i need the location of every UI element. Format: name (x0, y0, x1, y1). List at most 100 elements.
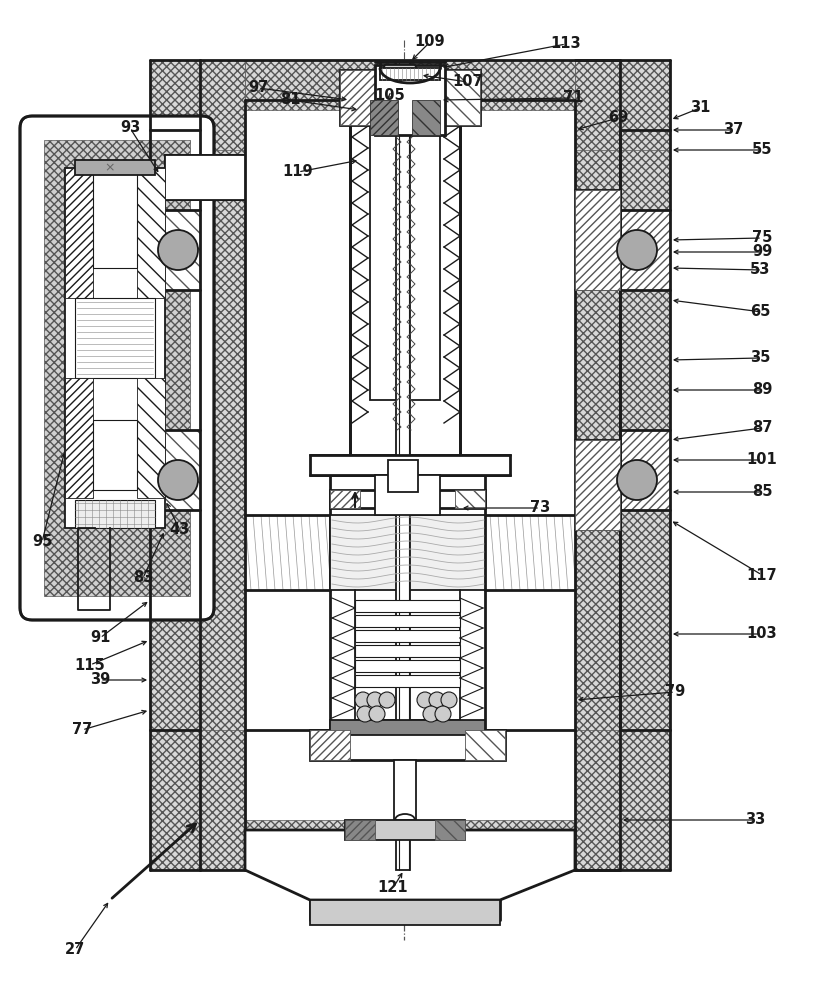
Bar (370, 100, 398, 135)
Bar (330, 720, 485, 735)
Bar (137, 168, 165, 298)
Circle shape (158, 230, 198, 270)
Bar (65, 378, 93, 498)
Polygon shape (245, 830, 575, 900)
Bar (65, 168, 165, 528)
Bar (350, 100, 460, 460)
Bar (310, 730, 505, 760)
Bar (355, 630, 460, 642)
Bar (355, 675, 460, 687)
Text: 53: 53 (750, 262, 770, 277)
Circle shape (369, 706, 385, 722)
Text: 115: 115 (75, 658, 105, 672)
Bar (200, 60, 620, 110)
Text: 93: 93 (120, 120, 140, 135)
Bar (200, 820, 620, 870)
Text: 87: 87 (752, 420, 772, 436)
Bar (575, 60, 620, 860)
Bar (310, 455, 510, 475)
Bar (150, 60, 245, 150)
Bar (355, 615, 460, 627)
Circle shape (417, 692, 433, 708)
Circle shape (617, 230, 657, 270)
Text: 85: 85 (752, 485, 772, 499)
Circle shape (357, 706, 373, 722)
Bar (345, 820, 375, 840)
Text: 95: 95 (32, 534, 52, 550)
Bar (65, 168, 93, 298)
Text: 101: 101 (746, 452, 777, 468)
Text: 65: 65 (750, 304, 770, 320)
Bar (330, 490, 485, 508)
Bar (375, 475, 440, 515)
Bar (620, 210, 670, 290)
Text: 105: 105 (374, 89, 405, 104)
Text: 37: 37 (723, 122, 743, 137)
Text: 71: 71 (562, 91, 583, 105)
Bar (396, 62, 410, 870)
Text: 39: 39 (90, 672, 110, 688)
Text: 69: 69 (608, 110, 628, 125)
Text: 73: 73 (530, 500, 550, 516)
Text: 109: 109 (414, 34, 445, 49)
Bar (310, 730, 350, 760)
Bar (150, 730, 245, 870)
Bar (165, 155, 245, 200)
Text: 77: 77 (72, 722, 92, 738)
Text: 107: 107 (453, 75, 484, 90)
Bar (75, 298, 155, 378)
Bar (575, 730, 670, 870)
Bar (355, 660, 460, 672)
Bar (394, 760, 416, 820)
Bar (355, 645, 460, 657)
Text: 97: 97 (248, 81, 268, 96)
Text: 91: 91 (90, 631, 110, 646)
Bar (150, 430, 200, 510)
Text: 103: 103 (746, 626, 777, 642)
Text: 55: 55 (752, 142, 772, 157)
Bar (168, 158, 242, 197)
Circle shape (441, 692, 457, 708)
FancyBboxPatch shape (20, 116, 214, 620)
Text: 43: 43 (170, 522, 190, 538)
Bar (412, 100, 440, 135)
Text: 89: 89 (752, 382, 772, 397)
Bar (150, 210, 200, 290)
Bar (93, 420, 137, 490)
Bar (575, 190, 620, 290)
Text: 27: 27 (65, 942, 85, 958)
Circle shape (423, 706, 439, 722)
Circle shape (617, 460, 657, 500)
Text: 35: 35 (750, 351, 770, 365)
Circle shape (379, 692, 395, 708)
Circle shape (355, 692, 371, 708)
Text: 33: 33 (745, 812, 765, 828)
Circle shape (429, 692, 445, 708)
Text: 31: 31 (689, 101, 710, 115)
Circle shape (158, 460, 198, 500)
Polygon shape (380, 65, 420, 75)
Bar (455, 490, 485, 508)
Text: 79: 79 (665, 684, 685, 700)
Bar (345, 820, 465, 840)
Text: 113: 113 (551, 36, 581, 51)
Bar (340, 70, 480, 125)
Bar (330, 515, 485, 590)
Bar (150, 130, 200, 730)
Bar (75, 160, 155, 175)
Bar (620, 130, 670, 730)
Bar (435, 820, 465, 840)
Text: 99: 99 (752, 244, 772, 259)
Bar (575, 60, 670, 150)
Bar (430, 70, 480, 125)
Bar (93, 168, 137, 268)
Text: 117: 117 (746, 568, 777, 582)
Text: 75: 75 (752, 231, 772, 245)
Circle shape (367, 692, 383, 708)
Bar (44, 140, 190, 596)
Bar (75, 500, 155, 528)
Bar (388, 460, 418, 492)
Circle shape (435, 706, 451, 722)
Bar (620, 430, 670, 510)
Bar (340, 70, 390, 125)
